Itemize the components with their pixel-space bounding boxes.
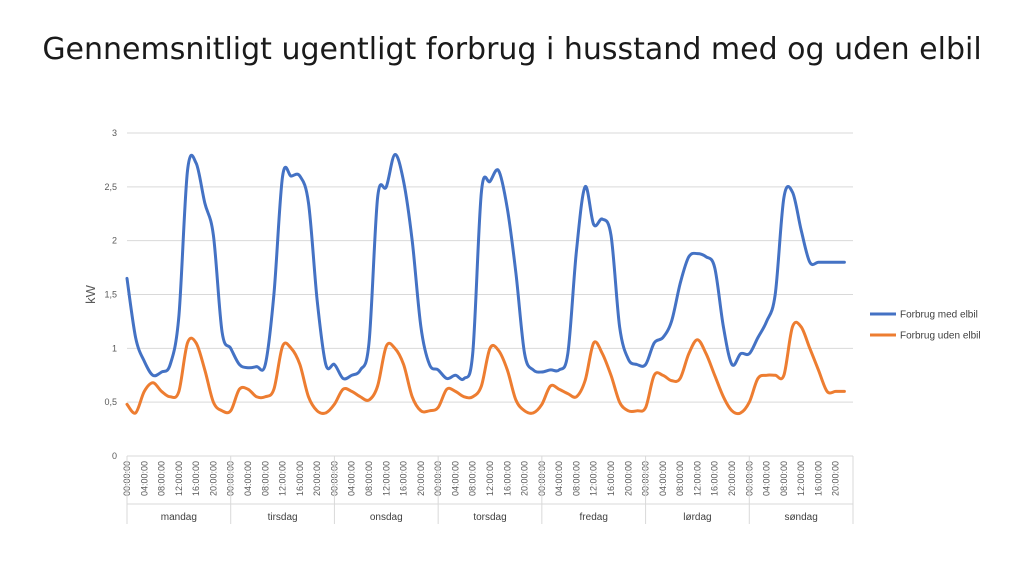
x-tick-label: 08:00:00 (157, 461, 167, 496)
y-tick-label: 0 (112, 451, 117, 461)
x-tick-label: 12:00:00 (589, 461, 599, 496)
x-tick-label: 20:00:00 (312, 461, 322, 496)
x-tick-label: 08:00:00 (260, 461, 270, 496)
x-tick-label: 16:00:00 (813, 461, 823, 496)
x-tick-label: 20:00:00 (416, 461, 426, 496)
day-label: onsdag (370, 512, 403, 523)
series-line-2 (125, 320, 846, 416)
x-tick-label: 08:00:00 (779, 461, 789, 496)
x-axis: 00:00:00 04:00:00 08:00:00 12:00:00 16:00:00… (122, 456, 854, 524)
y-axis-title: kW (83, 284, 98, 304)
x-tick-label: 04:00:00 (450, 461, 460, 496)
legend-label: Forbrug med elbil (900, 310, 978, 321)
x-tick-label: 16:00:00 (191, 461, 201, 496)
x-tick-label: 08:00:00 (571, 461, 581, 496)
series-lines (125, 153, 846, 416)
legend: Forbrug med elbil Forbrug uden elbil (870, 310, 981, 342)
x-tick-label: 12:00:00 (485, 461, 495, 496)
x-tick-label: 16:00:00 (295, 461, 305, 496)
x-tick-label: 04:00:00 (554, 461, 564, 496)
day-label: lørdag (683, 512, 711, 523)
day-label: torsdag (473, 512, 506, 523)
y-tick-label: 3 (112, 128, 117, 138)
x-tick-label: 16:00:00 (399, 461, 409, 496)
y-tick-label: 1 (112, 343, 117, 353)
x-tick-label: 20:00:00 (623, 461, 633, 496)
x-tick-label: 08:00:00 (675, 461, 685, 496)
x-tick-label: 08:00:00 (468, 461, 478, 496)
x-tick-label: 04:00:00 (658, 461, 668, 496)
x-tick-label: 04:00:00 (762, 461, 772, 496)
x-tick-label: 12:00:00 (381, 461, 391, 496)
x-tick-label: 20:00:00 (727, 461, 737, 496)
x-tick-label: 16:00:00 (606, 461, 616, 496)
x-tick-label: 20:00:00 (831, 461, 841, 496)
y-tick-label: 0,5 (104, 397, 117, 407)
x-tick-label: 12:00:00 (174, 461, 184, 496)
x-tick-label: 20:00:00 (208, 461, 218, 496)
y-tick-label: 2 (112, 236, 117, 246)
series-line-1 (125, 153, 846, 382)
y-tick-label: 1,5 (104, 290, 117, 300)
x-tick-label: 12:00:00 (692, 461, 702, 496)
x-tick-label: 04:00:00 (243, 461, 253, 496)
x-tick-label: 20:00:00 (520, 461, 530, 496)
x-tick-label: 04:00:00 (347, 461, 357, 496)
x-tick-label: 08:00:00 (364, 461, 374, 496)
x-tick-label: 04:00:00 (139, 461, 149, 496)
day-label: fredag (580, 512, 608, 523)
slide-title: Gennemsnitligt ugentligt forbrug i husst… (42, 32, 982, 67)
y-tick-label: 2,5 (104, 182, 117, 192)
y-axis-ticks: 0 0,5 1 1,5 2 2,5 3 (104, 128, 117, 461)
legend-label: Forbrug uden elbil (900, 331, 981, 342)
day-label: mandag (161, 512, 197, 523)
x-tick-label: 16:00:00 (502, 461, 512, 496)
x-tick-label: 12:00:00 (278, 461, 288, 496)
day-label: søndag (784, 512, 817, 523)
x-tick-label: 12:00:00 (796, 461, 806, 496)
day-label: tirsdag (268, 512, 298, 523)
x-tick-label: 16:00:00 (710, 461, 720, 496)
